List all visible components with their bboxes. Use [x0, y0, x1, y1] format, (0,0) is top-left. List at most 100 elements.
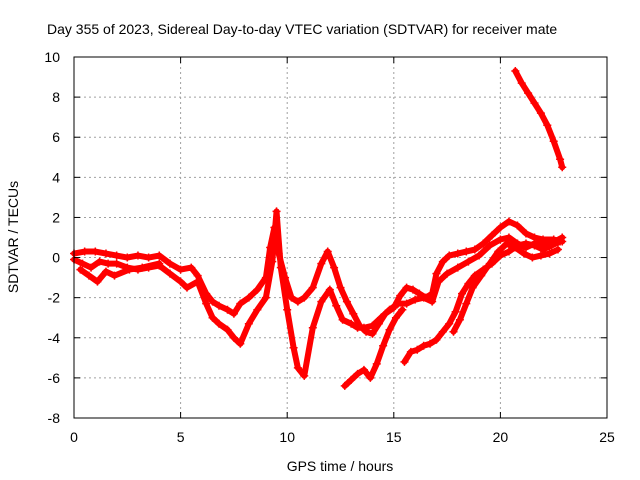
data-point [353, 369, 362, 378]
y-tick-labels: -8 -6 -4 -2 0 2 4 6 8 10 [44, 49, 60, 426]
data-point [385, 325, 394, 334]
data-point [372, 359, 381, 368]
data-point [112, 259, 121, 268]
axis-ticks [73, 56, 608, 419]
data-point [398, 305, 407, 314]
series-line [341, 306, 406, 389]
data-point [330, 263, 339, 272]
y-tick-label: -4 [48, 330, 61, 346]
data-point [87, 263, 96, 272]
data-point [556, 237, 565, 246]
data-point [323, 247, 332, 256]
data-point [223, 305, 232, 314]
data-point [95, 257, 104, 266]
data-point [293, 297, 302, 306]
data-point [451, 307, 460, 316]
x-tick-labels: 0 5 10 15 20 25 [70, 429, 615, 445]
series-trace-1 [70, 217, 567, 338]
data-point [504, 217, 513, 226]
data-point [391, 313, 400, 322]
data-point [479, 239, 488, 248]
data-point [396, 291, 405, 300]
data-point [487, 231, 496, 240]
data-point [272, 207, 281, 216]
data-point [434, 277, 443, 286]
data-point [445, 319, 454, 328]
x-tick-label: 10 [279, 429, 295, 445]
data-point [144, 253, 153, 262]
y-tick-label: 10 [44, 49, 60, 65]
data-point [513, 221, 522, 230]
data-point [84, 271, 93, 280]
data-point [176, 265, 185, 274]
data-point [524, 89, 533, 98]
data-point [91, 247, 100, 256]
data-point [504, 233, 513, 242]
y-tick-label: 6 [52, 129, 60, 145]
data-point [347, 375, 356, 384]
data-point [193, 277, 202, 286]
data-point [468, 283, 477, 292]
series-trace-7 [511, 67, 567, 172]
data-point [545, 249, 554, 258]
data-point [553, 245, 562, 254]
data-point [519, 249, 528, 258]
y-tick-label: -2 [48, 290, 61, 306]
data-point [308, 283, 317, 292]
data-point [182, 283, 191, 292]
data-point [400, 357, 409, 366]
y-tick-label: 0 [52, 250, 60, 266]
data-point [511, 243, 520, 252]
x-tick-label: 0 [70, 429, 78, 445]
data-point [93, 277, 102, 286]
y-tick-label: -6 [48, 370, 61, 386]
data-point [368, 321, 377, 330]
data-point [485, 259, 494, 268]
data-point [402, 283, 411, 292]
data-point [494, 247, 503, 256]
y-tick-label: 2 [52, 209, 60, 225]
data-point [340, 381, 349, 390]
data-point [214, 319, 223, 328]
data-point [428, 297, 437, 306]
data-point [530, 99, 539, 108]
data-point [165, 259, 174, 268]
data-point [276, 263, 285, 272]
data-point [347, 319, 356, 328]
data-point [317, 297, 326, 306]
x-tick-label: 20 [493, 429, 509, 445]
data-point [521, 239, 530, 248]
data-point [155, 251, 164, 260]
data-point [438, 257, 447, 266]
data-point [377, 313, 386, 322]
data-point [244, 319, 253, 328]
data-point [325, 285, 334, 294]
series-trace-4 [340, 305, 407, 390]
data-point [359, 365, 368, 374]
data-point [443, 269, 452, 278]
data-point [521, 229, 530, 238]
data-point [76, 265, 85, 274]
data-point [187, 263, 196, 272]
data-point [78, 259, 87, 268]
data-point [453, 263, 462, 272]
data-point [528, 253, 537, 262]
data-point [530, 241, 539, 250]
data-point [445, 251, 454, 260]
data-point [470, 245, 479, 254]
chart-title: Day 355 of 2023, Sidereal Day-to-day VTE… [47, 21, 557, 37]
data-point [155, 259, 164, 268]
data-point [517, 79, 526, 88]
data-point [502, 239, 511, 248]
data-point [332, 301, 341, 310]
data-point [536, 251, 545, 260]
data-point [289, 343, 298, 352]
data-point [504, 247, 513, 256]
data-point [165, 269, 174, 278]
data-point [214, 301, 223, 310]
series-trace-6 [449, 239, 562, 336]
data-point [253, 285, 262, 294]
data-point [432, 335, 441, 344]
data-point [342, 297, 351, 306]
